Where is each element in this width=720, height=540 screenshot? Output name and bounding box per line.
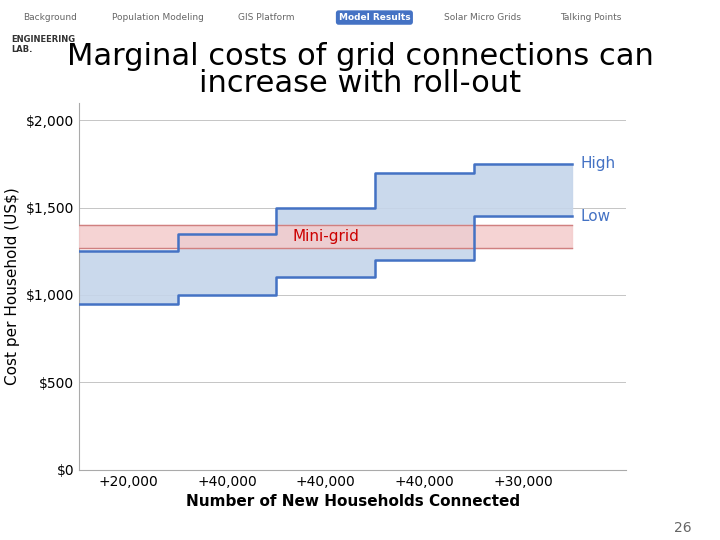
Text: Mini-grid: Mini-grid xyxy=(292,229,359,244)
Y-axis label: Cost per Household (US$): Cost per Household (US$) xyxy=(6,187,20,385)
X-axis label: Number of New Households Connected: Number of New Households Connected xyxy=(186,494,520,509)
Text: Population Modeling: Population Modeling xyxy=(112,13,204,22)
Text: Background: Background xyxy=(24,13,77,22)
Text: High: High xyxy=(580,156,615,171)
Text: 26: 26 xyxy=(674,521,691,535)
Text: Solar Micro Grids: Solar Micro Grids xyxy=(444,13,521,22)
Text: Low: Low xyxy=(580,209,610,224)
Text: Marginal costs of grid connections can: Marginal costs of grid connections can xyxy=(66,42,654,71)
Text: Talking Points: Talking Points xyxy=(559,13,621,22)
Text: ENGINEERING
LAB.: ENGINEERING LAB. xyxy=(11,35,75,55)
Text: increase with roll-out: increase with roll-out xyxy=(199,69,521,98)
Text: GIS Platform: GIS Platform xyxy=(238,13,294,22)
Text: Model Results: Model Results xyxy=(338,13,410,22)
